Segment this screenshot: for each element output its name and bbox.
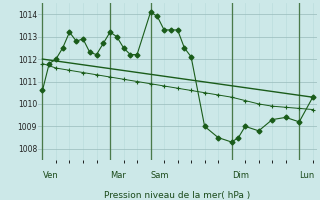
Text: Sam: Sam xyxy=(151,171,169,180)
Text: Pression niveau de la mer( hPa ): Pression niveau de la mer( hPa ) xyxy=(104,191,251,200)
Text: Lun: Lun xyxy=(299,171,315,180)
Text: Mar: Mar xyxy=(110,171,126,180)
Text: Ven: Ven xyxy=(43,171,58,180)
Text: Dim: Dim xyxy=(232,171,249,180)
